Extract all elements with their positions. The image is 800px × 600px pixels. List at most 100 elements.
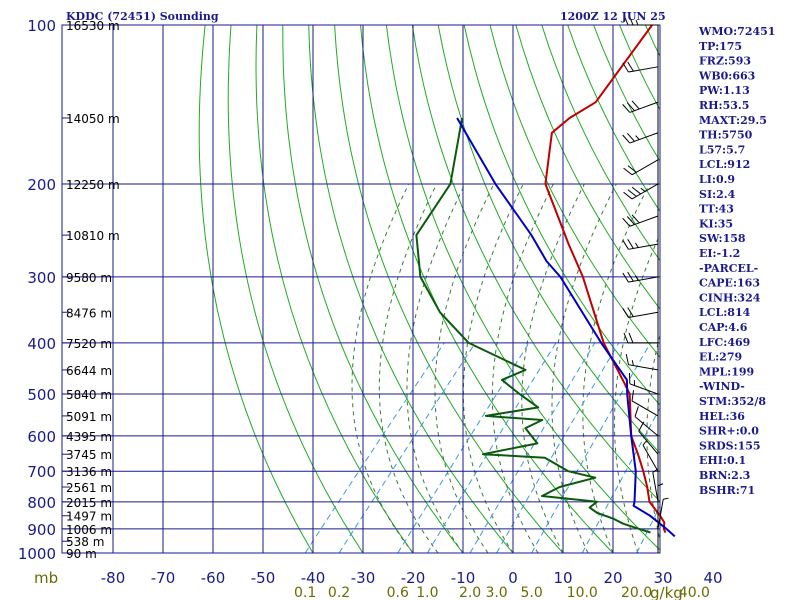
stat-line: LI:0.9 [699,173,735,186]
height-label: 538 m [66,535,104,549]
stat-line: STM:352/8 [699,395,766,408]
mixing-ratio-tick-label: 0.6 [387,585,409,600]
mixing-ratio-tick-label: 1.0 [416,585,438,600]
dry-adiabat [308,25,514,553]
temperature-tick-label: -20 [401,569,426,587]
stat-line: LCL:912 [699,158,750,171]
dry-adiabat [515,25,660,310]
dry-adiabat [227,25,364,553]
plot-frame [61,24,661,554]
wind-barb [622,61,659,73]
stat-line: EL:279 [699,351,742,364]
chart-time: 1200Z 12 JUN 25 [560,10,666,23]
height-label: 4395 m [66,430,112,444]
pressure-unit-label: mb [34,569,58,587]
pressure-tick-label: 200 [27,176,56,194]
stat-line: RH:53.5 [699,99,749,112]
dry-adiabat [385,25,660,551]
temperature-tick-label: 0 [508,569,518,587]
wind-barb [657,497,669,529]
mixing-ratio-tick-label: 3.0 [485,585,507,600]
temperature-tick-label: 20 [603,569,622,587]
stat-line: LFC:469 [699,336,750,349]
height-label: 2561 m [66,481,112,495]
stat-line: -WIND- [699,380,745,393]
diagram-grid [61,24,661,554]
temperature-tick-label: -60 [201,569,226,587]
height-label: 10810 m [66,229,120,243]
wind-barb [642,440,659,472]
temperature-tick-label: -40 [301,569,326,587]
mixing-ratio-tick-label: 10.0 [567,585,598,600]
height-label: 3136 m [66,465,112,479]
chart-title: KDDC (72451) Sounding [66,10,219,23]
wind-barb [623,159,659,176]
stat-line: MPL:199 [699,365,754,378]
pressure-tick-label: 400 [27,335,56,353]
dry-adiabat [437,25,660,455]
mixing-ratio-tick-label: 2.0 [459,585,481,600]
height-label: 8476 m [66,306,112,320]
stat-line: PW:1.13 [699,84,750,97]
height-label: 1006 m [66,523,112,537]
height-label: 14050 m [66,112,120,126]
wind-barb [622,214,659,227]
stat-line: BRN:2.3 [699,469,750,482]
wind-barb [652,469,659,502]
dry-adiabat [360,25,614,553]
stat-line: SHR+:0.0 [699,425,759,438]
stat-line: L57:5.7 [699,143,745,156]
mixing-ratio-tick-label: 40.0 [679,585,710,600]
temperature-tick-label: -10 [451,569,476,587]
height-label: 12250 m [66,178,120,192]
wind-barb [622,100,659,113]
height-label: 5840 m [66,388,112,402]
height-label: 2015 m [66,496,112,510]
pressure-tick-label: 900 [27,521,56,539]
wind-barb [623,332,658,344]
height-label: 3745 m [66,448,112,462]
stat-line: KI:35 [699,217,733,230]
stat-line: CAPE:163 [699,277,760,290]
stat-line: WMO:72451 [698,25,775,38]
stat-line: BSHR:71 [699,484,755,497]
stat-line: FRZ:593 [699,55,751,68]
wind-barb [623,183,659,200]
wind-barb-column [622,14,669,553]
pressure-tick-label: 700 [27,463,56,481]
wind-barb [622,239,659,250]
stat-line: HEL:36 [699,410,745,423]
stat-line: SRDS:155 [699,439,761,452]
height-label: 5091 m [66,410,112,424]
stat-line: TH:5750 [699,129,753,142]
temperature-tick-label: 10 [553,569,572,587]
height-label: 7520 m [66,337,112,351]
mixing-ratio-tick-label: 0.2 [328,585,350,600]
stat-line: CAP:4.6 [699,321,748,334]
wind-barb [638,421,659,455]
height-label: 16530 m [66,19,120,33]
wind-barb [623,14,658,26]
moist-adiabat [614,232,660,553]
height-label: 6644 m [66,364,112,378]
stat-line: -PARCEL- [699,262,758,275]
parcel-trace [456,117,676,538]
wind-barb [631,390,659,417]
dewpoint-trace [415,117,651,534]
dry-adiabat [541,25,660,262]
pressure-tick-label: 100 [27,17,56,35]
pressure-tick-label: 800 [27,494,56,512]
stat-line: WB0:663 [698,69,755,82]
temperature-tick-label: -70 [151,569,176,587]
wind-barb [628,373,659,395]
stat-line: TP:175 [699,40,742,53]
wind-barb [622,132,659,144]
stat-line: EI:-1.2 [699,247,740,260]
mixing-ratio-tick-label: 5.0 [520,585,542,600]
height-label: 9580 m [66,271,112,285]
stat-line: EHI:0.1 [699,454,746,467]
mixing-ratio-unit-label: g/kg [650,584,683,600]
stat-line: LCL:814 [699,306,751,319]
